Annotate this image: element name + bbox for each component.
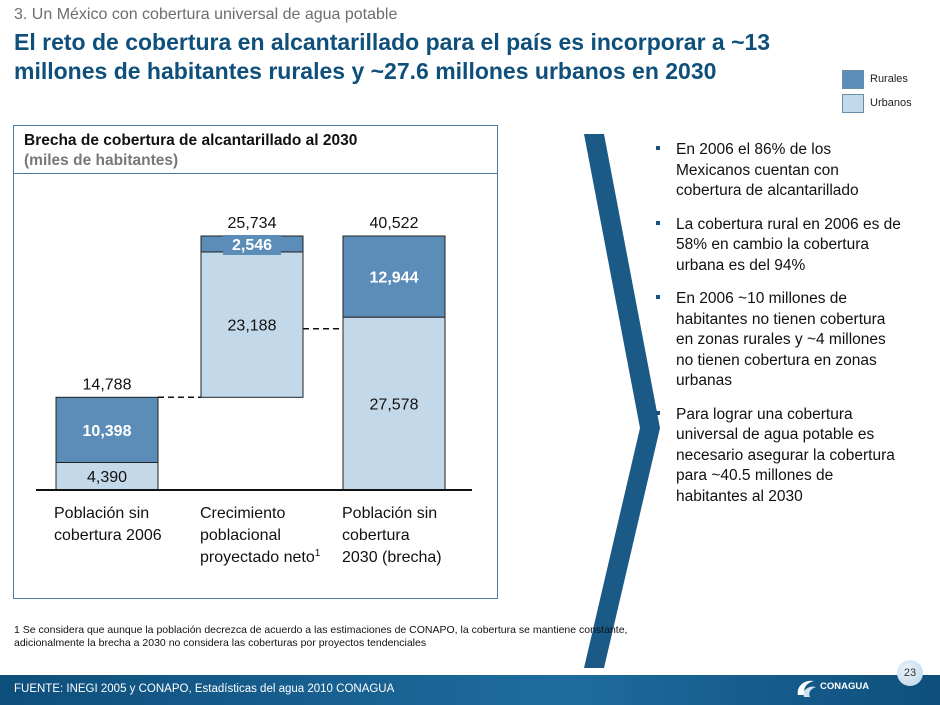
bar-segment-urbanos (55, 461, 159, 491)
footnote: 1 Se considera que aunque la población d… (14, 624, 628, 649)
category-label: proyectado neto1 (200, 548, 321, 566)
bullet-square-icon (656, 295, 660, 299)
bar-segment-urbanos (342, 316, 446, 491)
category-label: cobertura 2006 (54, 527, 162, 544)
chevron-arrow (584, 134, 940, 668)
value-label-bg (223, 234, 281, 255)
total-label: 40,522 (370, 215, 419, 232)
page-title: El reto de cobertura en alcantarillado p… (14, 29, 771, 84)
category-label: Población sin (54, 505, 149, 522)
bullet-square-icon (656, 410, 660, 415)
footnote-marker: 1 (315, 548, 321, 559)
source-note: FUENTE: INEGI 2005 y CONAPO, Estadística… (14, 683, 395, 695)
waterfall-chart: 4,390 10,398 14,788 23,188 2,546 25,734 27,578… (36, 215, 472, 566)
legend-label-rurales: Rurales (870, 73, 908, 85)
value-label-urbanos: 4,390 (87, 469, 127, 486)
value-label-rurales: 2,546 (232, 237, 272, 254)
bullet-item: En 2006 el 86% de los Mexicanos cuentan … (656, 140, 906, 202)
conagua-logo-icon (797, 680, 816, 697)
chart-title: Brecha de cobertura de alcantarillado al… (24, 132, 358, 149)
bullet-square-icon (656, 220, 660, 225)
chart-subtitle: (miles de habitantes) (24, 152, 179, 169)
conagua-logo-text: CONAGUA (820, 681, 870, 692)
value-label-urbanos: 23,188 (228, 318, 277, 335)
bullet-text: Para lograr una cobertura universal de a… (676, 405, 895, 505)
category-label: poblacional (200, 527, 281, 544)
legend: Rurales Urbanos (842, 70, 932, 118)
bullet-item: Para lograr una cobertura universal de a… (656, 405, 906, 508)
chart-panel: Brecha de cobertura de alcantarillado al… (13, 125, 498, 599)
legend-swatch-urbanos (842, 94, 864, 113)
total-label: 25,734 (228, 215, 277, 232)
bullet-item: La cobertura rural en 2006 es de 58% en … (656, 215, 906, 277)
arrow-shape (584, 134, 940, 668)
bullet-list: En 2006 el 86% de los Mexicanos cuentan … (656, 140, 906, 520)
legend-swatch-rurales (842, 70, 864, 89)
value-label-urbanos: 27,578 (370, 397, 419, 414)
value-label-rurales: 12,944 (370, 270, 419, 287)
bar-segment-rurales (55, 396, 159, 463)
footer-band (0, 675, 940, 705)
bullet-text: En 2006 el 86% de los Mexicanos cuentan … (676, 141, 859, 199)
bar-segment-rurales (342, 235, 446, 318)
page-number: 23 (897, 660, 923, 686)
bullet-text: La cobertura rural en 2006 es de 58% en … (676, 215, 901, 274)
category-label: 2030 (brecha) (342, 549, 442, 566)
bar-segment-urbanos (200, 251, 304, 398)
arrow-band (584, 134, 660, 668)
legend-label-urbanos: Urbanos (870, 97, 912, 109)
bullet-text: En 2006 ~10 millones de habitantes no ti… (676, 290, 886, 389)
bullet-square-icon (656, 146, 660, 150)
category-label: Población sin (342, 505, 437, 522)
section-label: 3. Un México con cobertura universal de … (14, 6, 398, 23)
chart-header: Brecha de cobertura de alcantarillado al… (14, 126, 497, 174)
total-label: 14,788 (83, 376, 132, 393)
bullet-item: En 2006 ~10 millones de habitantes no ti… (656, 289, 906, 392)
category-label: Crecimiento (200, 505, 285, 522)
category-label: cobertura (342, 527, 410, 544)
value-label-rurales: 10,398 (83, 423, 132, 440)
